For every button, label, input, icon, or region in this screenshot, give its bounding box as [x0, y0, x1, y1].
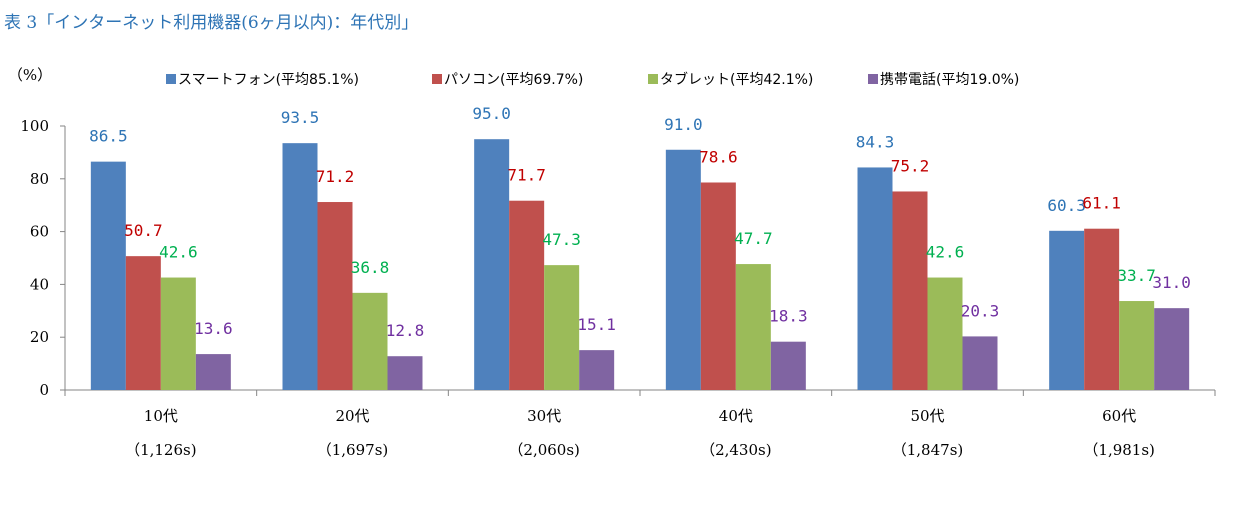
data-label-series-2: 71.7: [507, 166, 546, 185]
data-label-series-2: 78.6: [699, 147, 738, 166]
y-axis-unit-label: （%）: [8, 66, 52, 84]
x-category-sample-size: （1,697s): [317, 441, 389, 459]
bar-series-1: [474, 139, 510, 390]
data-label-series-3: 47.3: [542, 230, 581, 249]
chart-bars: [90, 139, 1190, 390]
bar-series-3: [1119, 301, 1155, 390]
bar-series-4: [770, 341, 806, 390]
x-category-label: 10代: [144, 407, 178, 425]
bar-series-1: [665, 149, 701, 390]
data-label-series-1: 91.0: [664, 115, 703, 134]
data-label-series-2: 75.2: [891, 156, 930, 175]
x-category-label: 30代: [527, 407, 561, 425]
data-label-series-4: 12.8: [386, 321, 425, 340]
y-tick-label: 40: [30, 275, 49, 293]
bar-series-1: [1049, 230, 1085, 390]
bar-series-2: [700, 182, 736, 390]
x-category-sample-size: （1,981s): [1083, 441, 1155, 459]
x-category-sample-size: （2,060s): [508, 441, 580, 459]
y-tick-label: 0: [39, 381, 49, 399]
bar-series-3: [927, 277, 963, 390]
legend-label-series-4: 携帯電話(平均19.0%): [880, 71, 1019, 88]
x-category-label: 50代: [910, 407, 944, 425]
x-category-sample-size: （2,430s): [700, 441, 772, 459]
data-label-series-2: 71.2: [316, 167, 355, 186]
chart-axes: （%） 0 20 40 60 80 100 10代 （1,126s) 20代 （1,697s) 30代…: [8, 66, 1216, 459]
legend-swatch-series-1: [166, 74, 176, 84]
data-label-series-4: 18.3: [769, 307, 808, 326]
data-label-series-3: 33.7: [1117, 266, 1156, 285]
data-label-series-3: 47.7: [734, 229, 773, 248]
data-label-series-1: 95.0: [472, 104, 511, 123]
legend-swatch-series-2: [432, 74, 442, 84]
bar-series-1: [857, 167, 893, 390]
y-tick-label: 20: [30, 328, 49, 346]
bar-series-2: [125, 256, 161, 390]
x-category-label: 60代: [1102, 407, 1136, 425]
bar-series-4: [387, 356, 423, 390]
y-tick-label: 100: [20, 117, 49, 135]
bar-series-2: [1084, 228, 1120, 390]
bar-series-3: [544, 265, 580, 390]
bar-series-1: [282, 143, 318, 390]
data-label-series-1: 84.3: [856, 132, 895, 151]
x-category-label: 40代: [719, 407, 753, 425]
data-label-series-4: 13.6: [194, 319, 233, 338]
bar-series-4: [579, 350, 615, 390]
data-label-series-4: 20.3: [961, 301, 1000, 320]
y-tick-label: 60: [30, 223, 49, 241]
data-labels: 86.5 93.5 95.0 91.0 84.3 60.3 50.7 71.2 71.7 78.6…: [89, 104, 1191, 340]
legend-label-series-1: スマートフォン(平均85.1%): [178, 72, 359, 88]
legend: スマートフォン(平均85.1%) パソコン(平均69.7%) タブレット(平均42.…: [166, 71, 1019, 88]
data-label-series-2: 61.1: [1082, 194, 1121, 213]
bar-series-4: [962, 336, 998, 390]
chart-title: 表 3「インターネット利用機器(6ヶ月以内)：年代別」: [4, 13, 419, 33]
x-category-label: 20代: [335, 407, 369, 425]
legend-label-series-2: パソコン(平均69.7%): [444, 72, 583, 88]
x-category-sample-size: （1,126s): [125, 441, 197, 459]
data-label-series-1: 86.5: [89, 127, 128, 146]
data-label-series-3: 36.8: [351, 258, 390, 277]
bar-series-4: [1154, 308, 1190, 390]
data-label-series-4: 31.0: [1152, 273, 1191, 292]
data-label-series-1: 60.3: [1047, 196, 1086, 215]
bar-series-3: [735, 264, 771, 390]
bar-series-2: [892, 191, 928, 390]
data-label-series-3: 42.6: [926, 243, 965, 262]
bar-series-3: [352, 292, 388, 390]
bar-series-4: [195, 354, 231, 390]
legend-swatch-series-4: [868, 74, 878, 84]
bar-series-2: [317, 202, 353, 390]
data-label-series-4: 15.1: [577, 315, 616, 334]
bar-series-1: [90, 161, 126, 390]
y-tick-label: 80: [30, 170, 49, 188]
bar-series-3: [160, 277, 196, 390]
data-label-series-2: 50.7: [124, 221, 163, 240]
legend-swatch-series-3: [648, 74, 658, 84]
legend-label-series-3: タブレット(平均42.1%): [660, 71, 813, 88]
data-label-series-1: 93.5: [281, 108, 320, 127]
bar-series-2: [509, 200, 545, 390]
x-category-sample-size: （1,847s): [892, 441, 964, 459]
data-label-series-3: 42.6: [159, 243, 198, 262]
